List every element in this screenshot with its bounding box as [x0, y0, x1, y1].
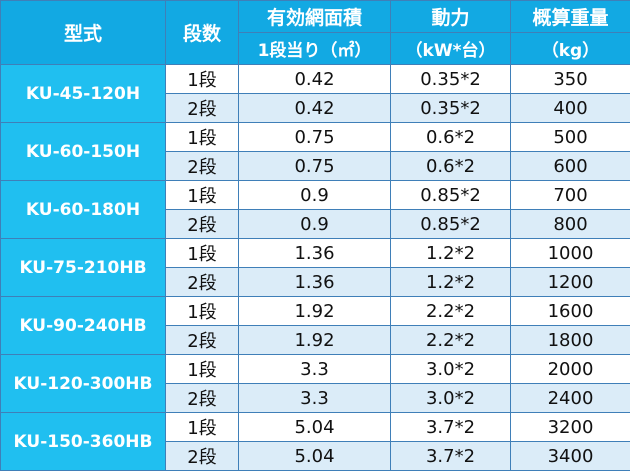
- table-row: 2段 1.36 1.2*2 1200: [1, 267, 630, 297]
- table-row: 2段 3.3 3.0*2 2400: [1, 383, 630, 413]
- header-cell: 段数: [165, 0, 239, 65]
- table-row: KU-150-360HB 1段 5.04 3.7*2 3200: [0, 412, 630, 471]
- data-cell: 500: [510, 122, 630, 152]
- table-row: 2段 0.75 0.6*2 600: [1, 151, 630, 181]
- data-cell: 3.0*2: [390, 383, 511, 413]
- model-cell: KU-150-360HB: [0, 412, 166, 471]
- table-row: 2段 5.04 3.7*2 3400: [1, 441, 630, 471]
- data-cell: 0.85*2: [390, 180, 511, 210]
- data-cell: 2段: [165, 267, 239, 297]
- data-cell: 2段: [165, 383, 239, 413]
- table-row: KU-45-120H 1段 0.42 0.35*2 350: [0, 64, 630, 123]
- data-cell: 0.35*2: [390, 93, 511, 123]
- model-cell: KU-45-120H: [0, 64, 166, 123]
- data-cell: 2.2*2: [390, 296, 511, 326]
- data-cell: 800: [510, 209, 630, 239]
- data-cell: 0.9: [238, 209, 391, 239]
- data-cell: 600: [510, 151, 630, 181]
- model-cell: KU-90-240HB: [0, 296, 166, 355]
- data-cell: 400: [510, 93, 630, 123]
- table-row: KU-60-150H 1段 0.75 0.6*2 500: [0, 122, 630, 181]
- data-cell: 1段: [165, 180, 239, 210]
- data-cell: 2400: [510, 383, 630, 413]
- table-row: 2段 0.9 0.85*2 800: [1, 209, 630, 239]
- data-cell: 3.7*2: [390, 441, 511, 471]
- table-row: KU-60-180H 1段 0.9 0.85*2 700: [0, 180, 630, 239]
- table-row: KU-120-300HB 1段 3.3 3.0*2 2000: [0, 354, 630, 413]
- header-cell: （kg）: [510, 32, 630, 65]
- data-cell: 3.3: [238, 383, 391, 413]
- data-cell: 1段: [165, 238, 239, 268]
- data-cell: 3.3: [238, 354, 391, 384]
- data-cell: 1600: [510, 296, 630, 326]
- data-cell: 1段: [165, 296, 239, 326]
- data-cell: 350: [510, 64, 630, 94]
- data-cell: 0.75: [238, 151, 391, 181]
- data-cell: 1段: [165, 354, 239, 384]
- data-cell: 700: [510, 180, 630, 210]
- data-cell: 2000: [510, 354, 630, 384]
- header-row: 1段当り（㎡） （kW*台） （kg）: [1, 32, 630, 65]
- header-row: 型式 段数 有効網面積 動力 概算重量: [0, 0, 630, 65]
- table-row: KU-90-240HB 1段 1.92 2.2*2 1600: [0, 296, 630, 355]
- data-cell: 1200: [510, 267, 630, 297]
- data-cell: 1段: [165, 122, 239, 152]
- data-cell: 1.2*2: [390, 238, 511, 268]
- model-cell: KU-120-300HB: [0, 354, 166, 413]
- data-cell: 1.36: [238, 238, 391, 268]
- data-cell: 1.92: [238, 296, 391, 326]
- data-cell: 1.92: [238, 325, 391, 355]
- data-cell: 2段: [165, 325, 239, 355]
- model-cell: KU-60-150H: [0, 122, 166, 181]
- header-cell: 型式: [0, 0, 166, 65]
- data-cell: 1.36: [238, 267, 391, 297]
- model-cell: KU-75-210HB: [0, 238, 166, 297]
- table-row: 2段 0.42 0.35*2 400: [1, 93, 630, 123]
- model-cell: KU-60-180H: [0, 180, 166, 239]
- table-row: KU-75-210HB 1段 1.36 1.2*2 1000: [0, 238, 630, 297]
- data-cell: 5.04: [238, 441, 391, 471]
- data-cell: 0.85*2: [390, 209, 511, 239]
- data-cell: 0.42: [238, 93, 391, 123]
- header-cell: 動力: [390, 0, 511, 33]
- data-cell: 1800: [510, 325, 630, 355]
- data-cell: 1段: [165, 64, 239, 94]
- table-row: 2段 1.92 2.2*2 1800: [1, 325, 630, 355]
- table-body: KU-45-120H 1段 0.42 0.35*2 350 2段 0.42 0.35*2 400…: [0, 64, 630, 471]
- data-cell: 0.35*2: [390, 64, 511, 94]
- data-cell: 2段: [165, 441, 239, 471]
- data-cell: 3.0*2: [390, 354, 511, 384]
- data-cell: 5.04: [238, 412, 391, 442]
- data-cell: 2.2*2: [390, 325, 511, 355]
- header-cell: （kW*台）: [390, 32, 511, 65]
- data-cell: 0.9: [238, 180, 391, 210]
- data-cell: 2段: [165, 93, 239, 123]
- header-cell: 1段当り（㎡）: [238, 32, 391, 65]
- header-cell: 有効網面積: [238, 0, 391, 33]
- data-cell: 3.7*2: [390, 412, 511, 442]
- data-cell: 0.75: [238, 122, 391, 152]
- data-cell: 0.6*2: [390, 151, 511, 181]
- data-cell: 3200: [510, 412, 630, 442]
- header-cell: 概算重量: [510, 0, 630, 33]
- data-cell: 0.42: [238, 64, 391, 94]
- data-cell: 2段: [165, 209, 239, 239]
- data-cell: 1000: [510, 238, 630, 268]
- data-cell: 0.6*2: [390, 122, 511, 152]
- data-cell: 1段: [165, 412, 239, 442]
- data-cell: 2段: [165, 151, 239, 181]
- data-cell: 3400: [510, 441, 630, 471]
- table-header: 型式 段数 有効網面積 動力 概算重量 1段当り（㎡） （kW*台） （kg）: [0, 0, 630, 65]
- data-cell: 1.2*2: [390, 267, 511, 297]
